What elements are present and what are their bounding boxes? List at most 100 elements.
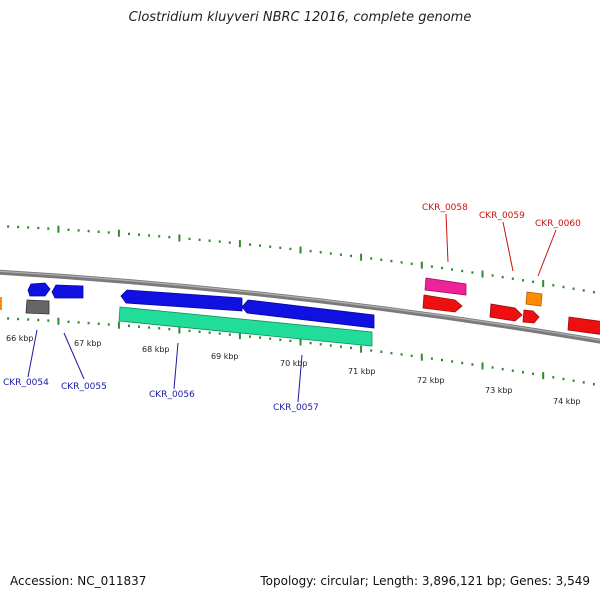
minor-tick — [67, 320, 70, 323]
minor-tick — [471, 363, 474, 366]
minor-tick — [522, 371, 524, 374]
minor-tick — [269, 245, 272, 248]
minor-tick — [138, 325, 140, 328]
gene-label-ckr0060[interactable]: CKR_0060 — [535, 219, 581, 229]
gene-ckr0060-orange[interactable] — [525, 291, 543, 307]
minor-tick — [77, 321, 80, 324]
gene-ckr0057-blue[interactable] — [241, 299, 375, 329]
major-tick — [178, 326, 181, 334]
minor-tick — [430, 357, 433, 360]
major-tick — [360, 253, 363, 261]
gene-orange-left-edge[interactable] — [0, 297, 2, 310]
minor-tick — [461, 361, 464, 365]
minor-tick — [430, 265, 433, 268]
minor-tick — [491, 274, 494, 277]
tick-label-74: 74 kbp — [553, 397, 581, 406]
minor-tick — [491, 366, 494, 369]
minor-tick — [37, 226, 40, 230]
gene-ckr0056-teal[interactable] — [118, 306, 373, 347]
minor-tick — [572, 379, 575, 382]
minor-tick — [350, 346, 352, 350]
gene-label-leaders — [27, 213, 557, 403]
major-tick — [299, 338, 302, 346]
gene-label-ckr0058[interactable]: CKR_0058 — [422, 203, 468, 213]
gene-label-ckr0055[interactable]: CKR_0055 — [61, 382, 107, 392]
minor-tick — [218, 332, 221, 335]
minor-tick — [87, 229, 90, 233]
minor-tick — [128, 232, 130, 236]
gene-label-ckr0054[interactable]: CKR_0054 — [3, 378, 49, 388]
minor-tick — [17, 317, 20, 321]
minor-tick — [410, 262, 413, 265]
gene-labels: CKR_0054 CKR_0055 CKR_0056 CKR_0057 CKR_… — [3, 203, 581, 413]
minor-tick — [188, 237, 191, 241]
gene-red-3[interactable] — [522, 309, 540, 324]
minor-tick — [97, 230, 100, 233]
major-tick — [420, 261, 423, 269]
minor-tick — [380, 350, 383, 353]
major-tick — [238, 240, 241, 248]
minor-tick — [350, 254, 352, 258]
minor-tick — [572, 287, 575, 290]
minor-tick — [7, 317, 10, 320]
minor-tick — [218, 240, 221, 243]
major-tick — [57, 317, 60, 325]
major-tick — [178, 234, 181, 242]
minor-tick — [249, 335, 251, 338]
minor-tick — [471, 271, 474, 274]
minor-tick — [249, 243, 251, 246]
minor-tick — [279, 246, 282, 249]
major-tick — [481, 362, 484, 370]
minor-tick — [329, 252, 332, 255]
minor-tick — [309, 249, 312, 253]
minor-tick — [259, 336, 262, 339]
minor-tick — [67, 228, 70, 231]
gene-red-2[interactable] — [489, 303, 523, 322]
gene-red-4[interactable] — [567, 316, 600, 335]
minor-tick — [27, 318, 30, 321]
minor-tick — [138, 233, 140, 236]
minor-tick — [390, 259, 393, 263]
gene-red-1[interactable] — [422, 294, 463, 313]
gene-label-ckr0057[interactable]: CKR_0057 — [273, 403, 319, 413]
major-tick — [117, 321, 120, 329]
minor-tick — [562, 377, 565, 381]
minor-tick — [47, 319, 50, 322]
minor-tick — [37, 318, 40, 322]
minor-tick — [582, 289, 585, 292]
tick-label-68: 68 kbp — [142, 345, 170, 354]
lower-tick-track — [7, 317, 595, 386]
minor-tick — [168, 327, 171, 331]
gene-label-ckr0059[interactable]: CKR_0059 — [479, 211, 525, 221]
tick-label-72: 72 kbp — [417, 376, 445, 385]
minor-tick — [47, 227, 50, 230]
minor-tick — [7, 225, 10, 228]
minor-tick — [451, 268, 454, 271]
minor-tick — [532, 280, 535, 284]
gene-grey[interactable] — [25, 299, 50, 315]
major-tick — [420, 353, 423, 361]
minor-tick — [511, 369, 514, 372]
genome-backbone — [0, 269, 600, 344]
minor-tick — [370, 257, 373, 260]
minor-tick — [592, 383, 595, 386]
minor-tick — [370, 349, 373, 352]
major-tick — [360, 345, 363, 353]
tick-label-71: 71 kbp — [348, 367, 376, 376]
gene-blue-small-1[interactable] — [27, 282, 51, 297]
minor-tick — [279, 338, 282, 341]
tick-label-70: 70 kbp — [280, 359, 308, 368]
minor-tick — [198, 330, 201, 333]
tick-label-73: 73 kbp — [485, 386, 513, 395]
minor-tick — [461, 269, 464, 273]
major-tick — [117, 229, 120, 237]
gene-ckr0056-blue[interactable] — [120, 289, 243, 312]
gene-label-ckr0056[interactable]: CKR_0056 — [149, 390, 195, 400]
gene-blue-small-2[interactable] — [51, 284, 84, 299]
minor-tick — [329, 344, 332, 347]
minor-tick — [228, 241, 231, 244]
minor-tick — [319, 251, 322, 254]
map-title: Clostridium kluyveri NBRC 12016, complet… — [128, 10, 472, 25]
minor-tick — [501, 367, 504, 371]
gene-ckr0058-pink[interactable] — [424, 277, 467, 296]
